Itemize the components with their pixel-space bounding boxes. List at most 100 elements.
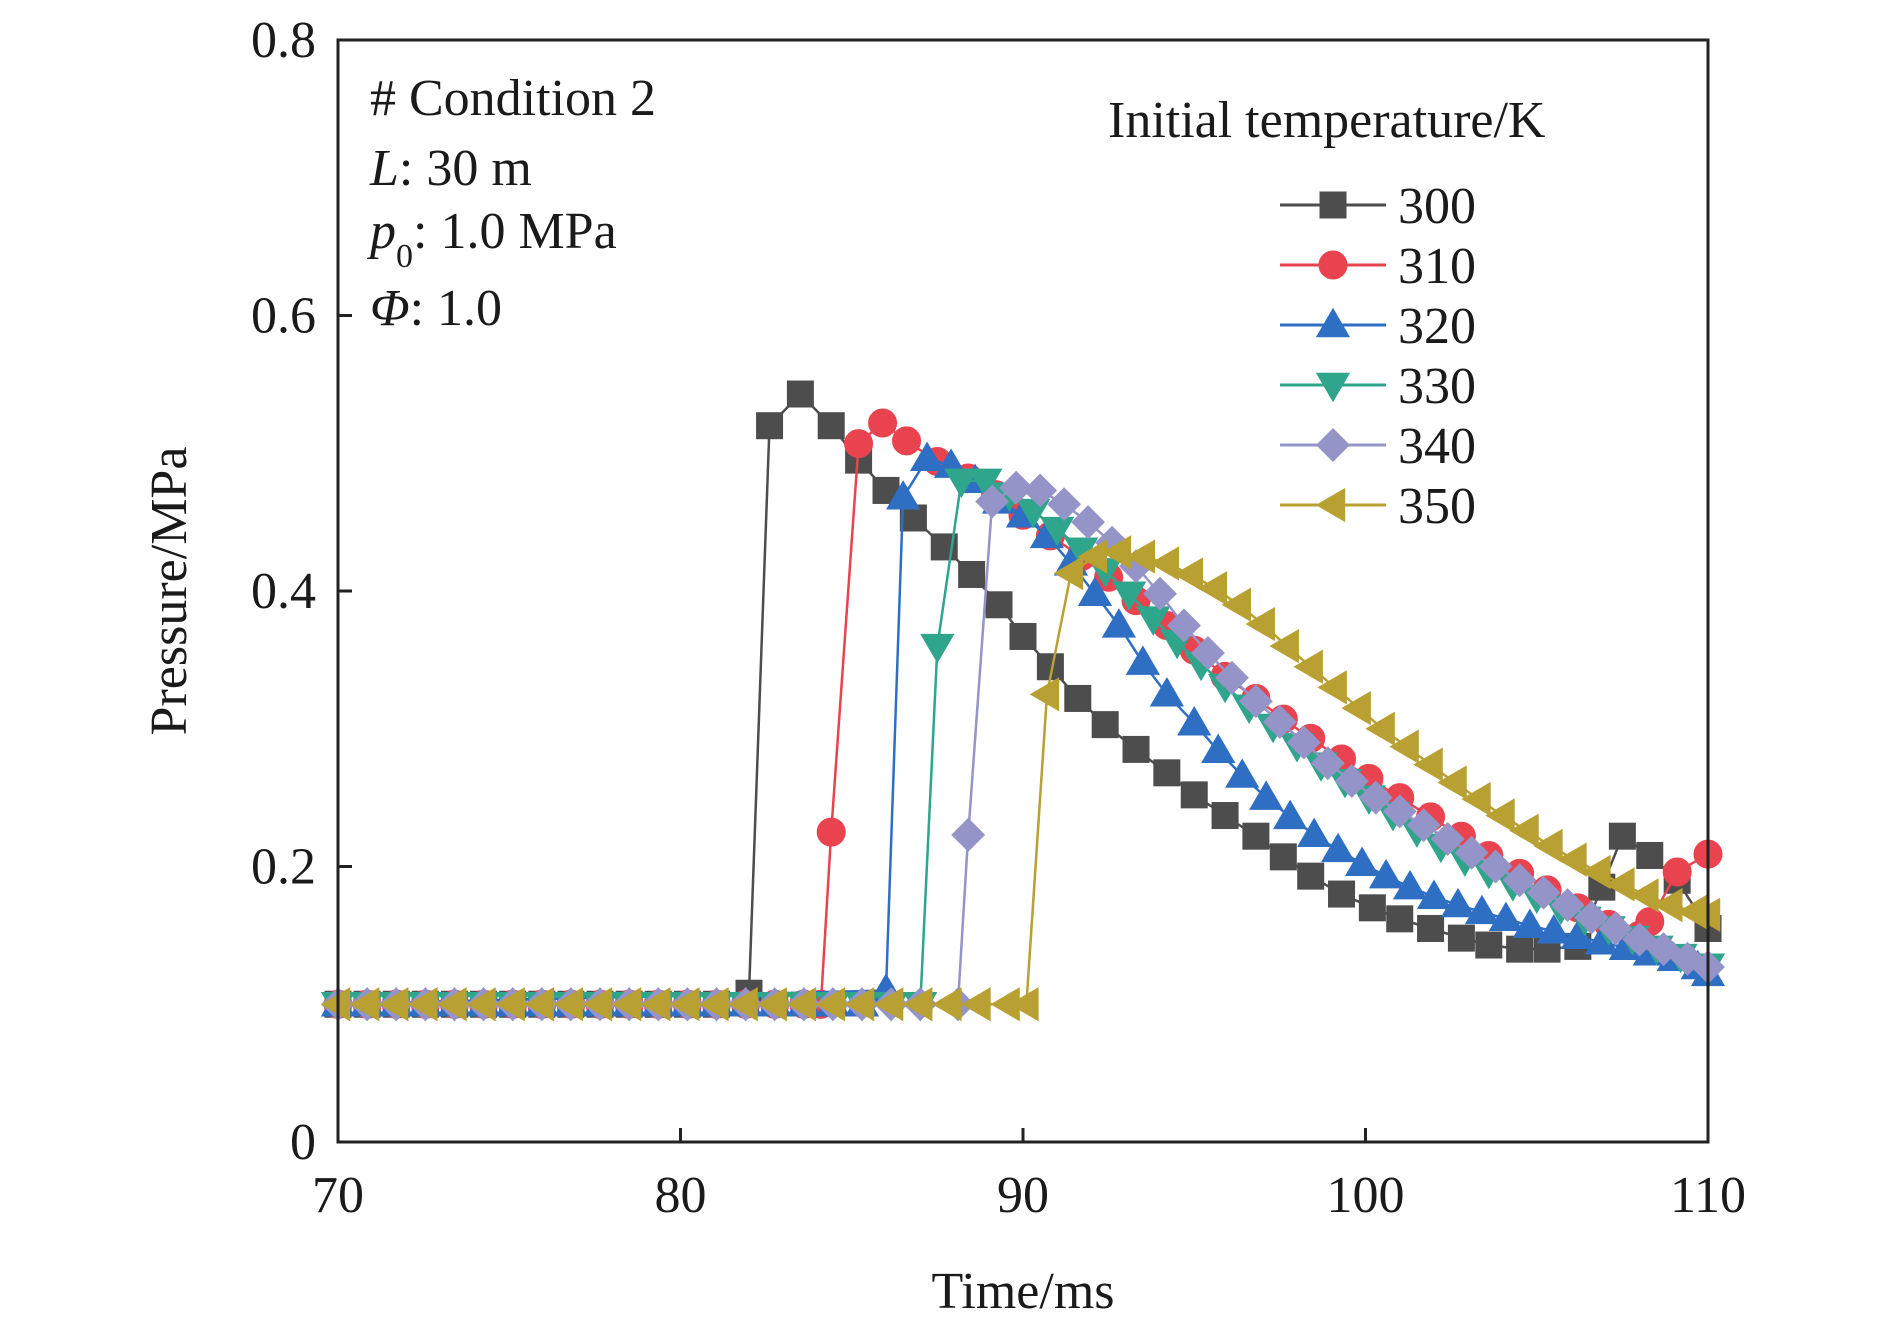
data-point: [1368, 858, 1404, 889]
data-point: [1167, 608, 1201, 643]
data-point: [1122, 735, 1150, 763]
series-layer: [320, 380, 1726, 1022]
data-point: [1574, 900, 1609, 935]
data-point: [815, 987, 846, 1022]
data-point: [1293, 649, 1323, 684]
data-point: [1533, 828, 1563, 863]
legend-marker: [1319, 191, 1347, 219]
data-point: [466, 987, 496, 1022]
data-point: [437, 987, 467, 1022]
data-point: [1040, 516, 1075, 547]
data-point: [944, 468, 979, 499]
data-point: [1365, 711, 1395, 746]
data-point: [999, 470, 1034, 505]
data-point: [1646, 932, 1681, 967]
legend-item-300: 300: [1280, 178, 1476, 235]
annotation-condition: # Condition 2: [370, 70, 656, 127]
legend-item-310: 310: [1280, 238, 1476, 295]
data-point: [1416, 879, 1452, 910]
data-point: [817, 412, 845, 440]
data-point: [1358, 780, 1393, 815]
data-point: [1211, 802, 1239, 830]
data-point: [1297, 862, 1325, 890]
data-point: [1608, 822, 1636, 850]
data-point: [1238, 684, 1273, 719]
data-point: [1485, 798, 1515, 833]
data-point: [1430, 821, 1465, 856]
data-point: [1262, 704, 1297, 739]
data-point: [1125, 645, 1160, 675]
data-point: [1317, 670, 1347, 705]
legend-marker: [1315, 372, 1351, 403]
data-point: [1488, 901, 1524, 932]
annotation-phi-symbol: Φ: [370, 280, 410, 337]
data-point: [349, 987, 380, 1022]
legend-label: 330: [1398, 358, 1476, 415]
data-point: [640, 987, 671, 1022]
data-point: [1358, 894, 1386, 922]
data-point: [408, 987, 438, 1022]
legend-item-320: 320: [1280, 298, 1476, 355]
data-point: [1201, 733, 1236, 763]
data-point: [320, 987, 351, 1022]
data-point: [1091, 711, 1119, 739]
legend-title: Initial temperature/K: [1108, 92, 1546, 149]
legend-marker: [1315, 307, 1351, 338]
data-point: [1214, 660, 1249, 695]
data-point: [1112, 581, 1147, 611]
data-point: [903, 987, 933, 1022]
data-point: [1344, 846, 1380, 876]
data-point: [1173, 557, 1204, 592]
legend-item-340: 340: [1280, 418, 1476, 475]
data-point: [1440, 887, 1476, 918]
data-point: [985, 591, 1013, 619]
y-axis-ticks: 0 0.2 0.4 0.6 0.8: [251, 12, 352, 1171]
data-point: [1101, 535, 1132, 570]
legend-label: 310: [1398, 238, 1476, 295]
data-point: [1526, 875, 1561, 910]
data-point: [1550, 888, 1585, 923]
annotation-equivalence-ratio: Φ: 1.0: [370, 280, 502, 337]
data-point: [1077, 576, 1113, 606]
data-point: [553, 987, 584, 1022]
y-tick-label: 0.2: [251, 839, 316, 896]
data-point: [1149, 677, 1184, 707]
plot-frame: [336, 38, 1710, 1144]
data-point: [1136, 606, 1171, 636]
data-point: [1581, 854, 1611, 890]
data-point: [1437, 765, 1467, 800]
data-point: [582, 987, 613, 1022]
data-point: [1512, 908, 1548, 938]
data-point: [1386, 905, 1414, 933]
series-line-340: [338, 486, 1709, 1006]
data-point: [786, 380, 814, 408]
legend-label: 340: [1398, 418, 1476, 475]
data-point: [1454, 835, 1489, 870]
data-point: [1190, 636, 1225, 670]
data-point: [873, 987, 904, 1022]
annotation-length-symbol: L: [369, 140, 399, 197]
data-point: [1636, 841, 1664, 869]
y-tick-label: 0.8: [251, 12, 316, 69]
data-point: [1447, 924, 1475, 952]
data-point: [1249, 780, 1284, 810]
data-point: [1077, 539, 1108, 574]
legend-label: 300: [1398, 178, 1476, 235]
data-point: [1009, 987, 1039, 1022]
annotation-length: L: 30 m: [369, 140, 532, 197]
data-point: [1475, 931, 1503, 959]
data-point: [1622, 922, 1657, 957]
data-point: [1029, 677, 1060, 712]
annotation-pressure-value: : 1.0 MPa: [413, 203, 617, 260]
legend-marker: [1316, 428, 1350, 462]
data-point: [757, 987, 787, 1022]
data-point: [886, 480, 921, 510]
data-point: [1153, 759, 1181, 787]
data-point: [1269, 628, 1299, 664]
data-point: [1221, 587, 1251, 622]
data-point: [1310, 746, 1345, 781]
data-point: [1328, 880, 1356, 908]
data-point: [1225, 758, 1260, 788]
data-point: [1197, 571, 1227, 606]
data-point: [909, 441, 945, 471]
